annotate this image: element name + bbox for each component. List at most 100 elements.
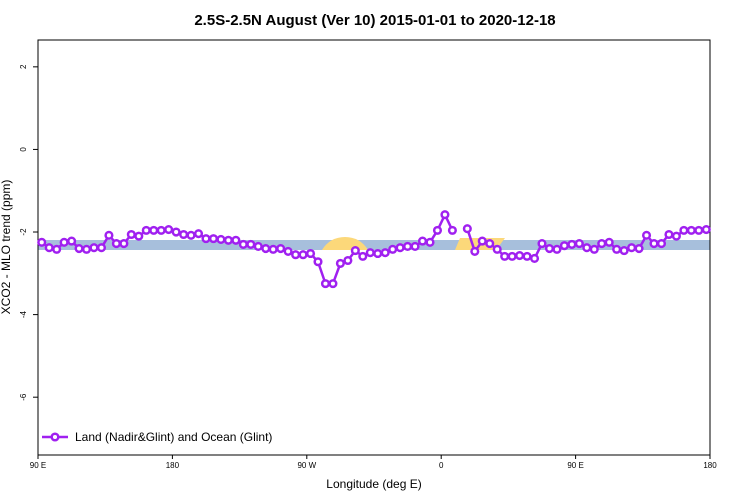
legend-label: Land (Nadir&Glint) and Ocean (Glint)	[75, 430, 272, 444]
data-point	[500, 251, 510, 261]
data-point	[679, 225, 689, 235]
data-point	[59, 237, 69, 247]
data-point	[208, 234, 219, 244]
y-tick-label: -2	[19, 228, 28, 236]
data-point	[81, 244, 92, 254]
data-point	[261, 243, 271, 254]
x-tick-label: 90 E	[30, 461, 46, 470]
data-point	[193, 229, 204, 239]
data-point	[447, 225, 457, 235]
data-point	[291, 250, 301, 260]
data-point	[604, 237, 614, 247]
data-point	[96, 243, 107, 253]
data-point	[574, 239, 584, 249]
data-point	[320, 279, 331, 289]
data-point	[664, 229, 674, 240]
data-point	[231, 235, 241, 245]
y-tick-label: 2	[19, 64, 28, 69]
data-point	[395, 243, 405, 253]
ocean-band	[38, 240, 710, 250]
data-point	[283, 246, 293, 256]
data-point	[74, 243, 84, 254]
data-point	[313, 257, 323, 267]
data-point	[507, 251, 517, 261]
data-point	[432, 225, 443, 235]
data-point	[373, 248, 383, 259]
data-point	[417, 236, 428, 246]
data-point	[201, 234, 211, 244]
data-point	[612, 244, 622, 254]
data-point	[141, 225, 151, 235]
data-point	[298, 250, 308, 260]
y-tick-label: -4	[19, 311, 28, 319]
x-tick-label: 90 W	[297, 461, 316, 470]
data-point	[335, 258, 345, 268]
data-point	[238, 239, 248, 249]
data-point	[403, 241, 413, 252]
data-point	[350, 246, 360, 256]
data-point	[589, 244, 599, 254]
data-point	[104, 230, 114, 240]
plot-frame	[37, 39, 711, 456]
data-point	[305, 248, 316, 259]
legend-marker	[50, 432, 60, 442]
data-point	[701, 224, 711, 235]
data-point	[425, 237, 435, 247]
data-point	[641, 230, 652, 240]
data-point	[559, 241, 569, 251]
data-point	[216, 234, 226, 244]
y-tick-label: -6	[19, 393, 28, 401]
data-point	[164, 224, 174, 235]
data-point	[470, 246, 480, 256]
data-point	[223, 235, 233, 245]
data-point	[119, 239, 129, 249]
data-point	[365, 248, 375, 258]
data-point	[492, 244, 502, 254]
data-point	[126, 229, 136, 240]
data-point	[134, 231, 144, 241]
data-point	[440, 210, 450, 220]
data-point	[156, 225, 166, 235]
data-point	[529, 253, 540, 263]
data-point	[52, 244, 62, 254]
data-point	[246, 239, 256, 249]
data-point	[522, 251, 532, 261]
x-tick-label: 180	[166, 461, 180, 470]
data-point	[328, 279, 338, 289]
data-point	[627, 243, 637, 253]
y-axis-label: XCO2 - MLO trend (ppm)	[0, 180, 13, 315]
data-point	[358, 251, 368, 261]
data-point	[582, 243, 592, 253]
data-point	[343, 255, 353, 266]
y-tick-label: 0	[19, 147, 28, 152]
data-point	[462, 224, 472, 234]
x-axis-label: Longitude (deg E)	[326, 477, 421, 491]
x-tick-label: 180	[703, 461, 717, 470]
data-point	[179, 229, 189, 240]
land-patch	[322, 237, 368, 250]
data-point	[544, 243, 555, 254]
data-point	[37, 237, 47, 247]
chart-title: 2.5S-2.5N August (Ver 10) 2015-01-01 to …	[194, 12, 555, 29]
data-point	[111, 239, 121, 249]
data-point	[515, 251, 525, 261]
data-point	[485, 239, 495, 249]
data-point	[597, 239, 607, 249]
data-point	[552, 244, 562, 254]
data-point	[619, 246, 629, 256]
data-point	[671, 231, 681, 241]
data-point	[410, 241, 420, 252]
data-point	[686, 225, 696, 235]
data-point	[89, 243, 99, 253]
data-point	[253, 241, 263, 252]
data-point	[67, 236, 77, 246]
data-point	[268, 244, 278, 254]
data-point	[149, 225, 159, 235]
x-tick-label: 90 E	[567, 461, 583, 470]
data-point	[477, 236, 487, 246]
data-point	[44, 243, 54, 253]
data-point	[171, 227, 181, 237]
data-point	[186, 230, 196, 240]
data-point	[567, 239, 577, 249]
